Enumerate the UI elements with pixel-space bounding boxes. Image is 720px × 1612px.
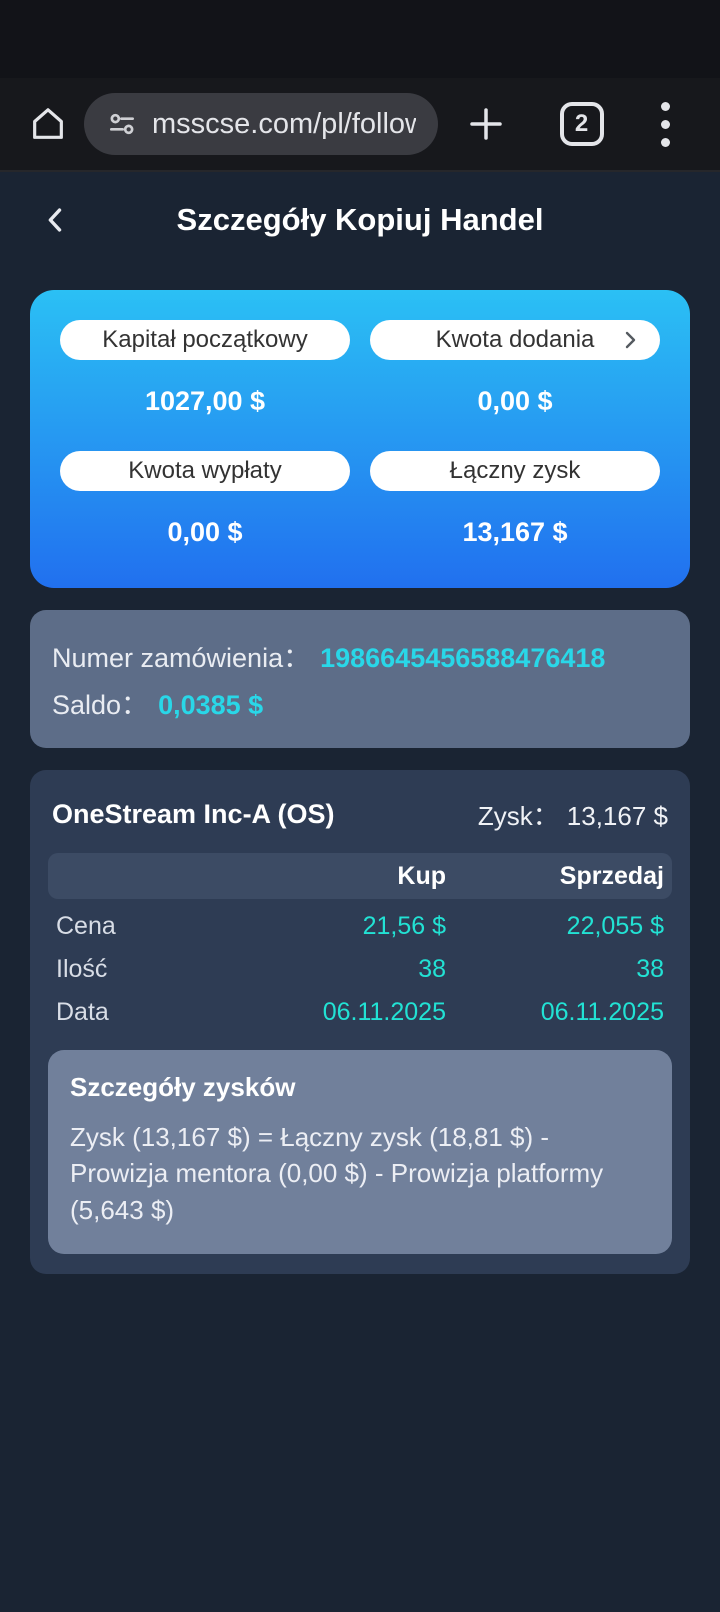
page-content: Szczegóły Kopiuj Handel Kapitał początko…: [0, 172, 720, 1610]
added-amount-label: Kwota dodania: [435, 326, 595, 353]
page-title: Szczegóły Kopiuj Handel: [176, 202, 544, 237]
browser-toolbar: msscse.com/pl/follow/re 2: [0, 78, 720, 172]
cena-kup-value: 21,56 $: [362, 912, 446, 940]
order-number-label: Numer zamówienia：: [52, 643, 311, 673]
new-tab-button[interactable]: [465, 103, 507, 145]
row-label: Ilość: [56, 955, 108, 983]
payout-amount-value: 0,00 $: [167, 517, 243, 547]
payout-amount-pill: Kwota wypłaty: [60, 451, 350, 491]
stock-profit-value: 13,167 $: [566, 801, 668, 831]
added-amount-pill[interactable]: Kwota dodania: [370, 320, 660, 360]
home-button[interactable]: [20, 104, 76, 144]
ilosc-sprzedaj-value: 38: [636, 955, 664, 983]
ilosc-kup-value: 38: [418, 955, 446, 983]
order-number-value: 1986645456588476418: [320, 643, 606, 673]
chevron-right-icon: [618, 328, 642, 352]
status-bar: [0, 0, 720, 78]
saldo-value: 0,0385 $: [158, 690, 264, 720]
table-header-row: Kup Sprzedaj: [48, 853, 672, 899]
url-bar[interactable]: msscse.com/pl/follow/re: [84, 93, 438, 155]
home-icon: [28, 104, 68, 144]
table-row-cena: Cena 21,56 $ 22,055 $: [48, 905, 672, 948]
summary-item-initial-capital: Kapitał początkowy 1027,00 $: [60, 320, 350, 451]
summary-item-payout-amount: Kwota wypłaty 0,00 $: [60, 451, 350, 548]
summary-item-added-amount: Kwota dodania 0,00 $: [370, 320, 660, 451]
total-profit-value: 13,167 $: [462, 517, 568, 547]
summary-item-total-profit: Łączny zysk 13,167 $: [370, 451, 660, 548]
table-body: Cena 21,56 $ 22,055 $ Ilość 38 38 Data 0…: [48, 899, 672, 1034]
order-number-line: Numer zamówienia： 1986645456588476418: [52, 636, 668, 675]
summary-card: Kapitał początkowy 1027,00 $ Kwota dodan…: [30, 290, 690, 588]
order-card: Numer zamówienia： 1986645456588476418 Sal…: [30, 610, 690, 748]
back-button[interactable]: [34, 198, 78, 242]
stock-card: OneStream Inc-A (OS) Zysk： 13,167 $ Kup S…: [30, 770, 690, 1275]
data-kup-value: 06.11.2025: [322, 998, 446, 1026]
payout-amount-label: Kwota wypłaty: [128, 457, 282, 484]
stock-name: OneStream Inc-A (OS): [52, 799, 335, 829]
table-row-ilosc: Ilość 38 38: [48, 948, 672, 991]
tab-switcher-button[interactable]: 2: [559, 102, 604, 146]
table-row-data: Data 06.11.2025 06.11.2025: [48, 991, 672, 1034]
column-header-kup: Kup: [397, 861, 446, 890]
stock-card-header: OneStream Inc-A (OS) Zysk： 13,167 $: [48, 790, 672, 853]
initial-capital-value: 1027,00 $: [144, 386, 266, 416]
column-header-sprzedaj: Sprzedaj: [559, 861, 664, 890]
site-settings-icon[interactable]: [106, 108, 138, 140]
row-label: Cena: [56, 912, 116, 940]
stock-profit-label: Zysk：: [477, 801, 559, 831]
initial-capital-pill: Kapitał początkowy: [60, 320, 350, 360]
initial-capital-label: Kapitał początkowy: [102, 326, 308, 353]
url-text: msscse.com/pl/follow/re: [152, 107, 416, 140]
profit-details-box: Szczegóły zysków Zysk (13,167 $) = Łączn…: [48, 1050, 672, 1255]
saldo-label: Saldo：: [52, 690, 149, 720]
added-amount-value: 0,00 $: [477, 386, 553, 416]
cena-sprzedaj-value: 22,055 $: [566, 912, 664, 940]
total-profit-label: Łączny zysk: [449, 457, 581, 484]
row-label: Data: [56, 998, 109, 1026]
total-profit-pill: Łączny zysk: [370, 451, 660, 491]
tab-count: 2: [574, 110, 589, 137]
browser-menu-button[interactable]: [657, 98, 674, 151]
profit-details-title: Szczegóły zysków: [70, 1072, 296, 1102]
profit-details-text: Zysk (13,167 $) = Łączny zysk (18,81 $) …: [70, 1122, 604, 1225]
data-sprzedaj-value: 06.11.2025: [540, 998, 664, 1026]
saldo-line: Saldo： 0,0385 $: [52, 683, 668, 722]
stock-profit: Zysk： 13,167 $: [478, 796, 668, 833]
page-header: Szczegóły Kopiuj Handel: [0, 172, 720, 268]
